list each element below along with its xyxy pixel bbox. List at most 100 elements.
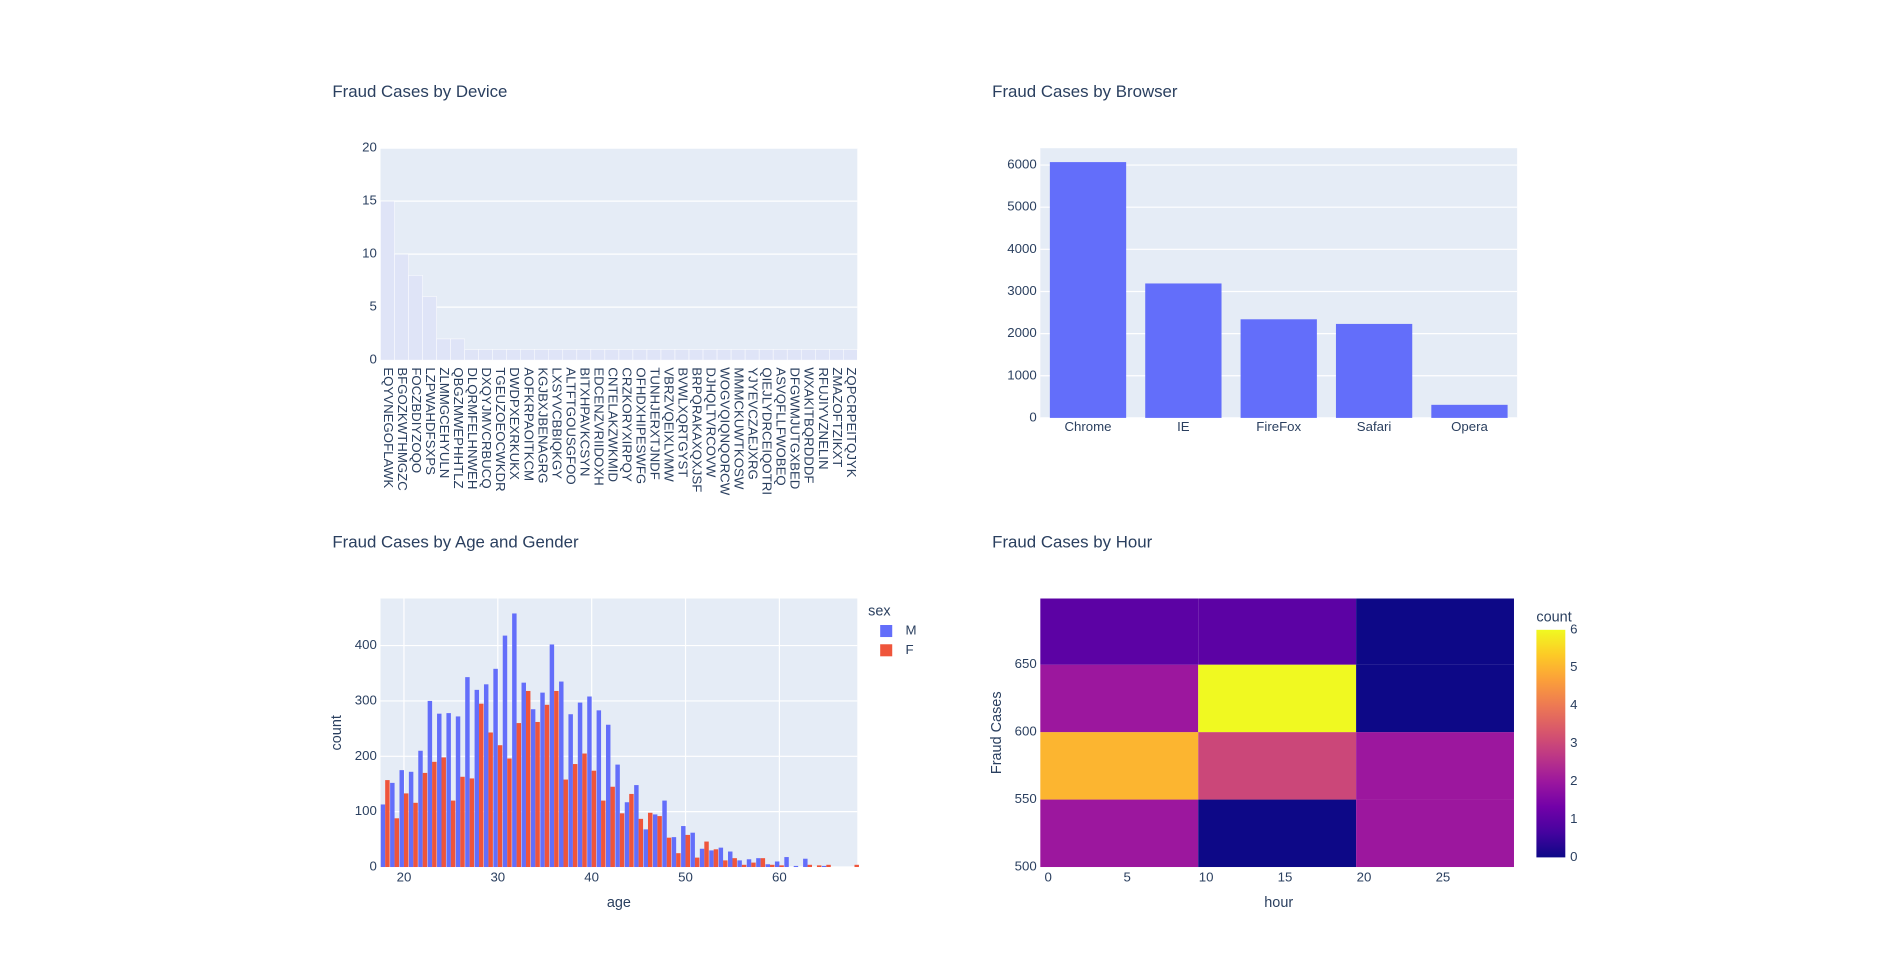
x-tick-label: 25: [1436, 869, 1451, 884]
x-axis-title: age: [607, 895, 631, 911]
bar: [814, 349, 830, 361]
bar: [699, 848, 705, 868]
bar: [671, 837, 677, 868]
bar: [492, 349, 507, 361]
bar: [854, 864, 859, 868]
heat-cell: [1040, 664, 1199, 733]
x-tick-label: DLQRMFELHNWEH: [465, 367, 480, 489]
heat-cell: [1198, 598, 1357, 665]
x-tick-label: 20: [1357, 869, 1372, 884]
bar: [582, 753, 587, 868]
x-tick-label: 40: [584, 869, 599, 884]
bar: [1335, 323, 1413, 418]
x-tick-label: KGJBXJBENAGRG: [535, 367, 550, 483]
legend-swatch: [880, 625, 893, 638]
bar: [437, 713, 442, 868]
colorbar-tick-label: 5: [1570, 659, 1577, 674]
bar: [807, 864, 813, 868]
bar: [751, 862, 756, 868]
heat-cell: [1356, 664, 1514, 733]
colorbar-tick-label: 3: [1570, 735, 1577, 750]
y-tick-label: 3000: [1007, 283, 1036, 298]
bar: [716, 349, 732, 361]
bar: [829, 349, 844, 361]
y-axis-title: count: [329, 715, 345, 750]
y-axis-title: Fraud Cases: [989, 691, 1005, 774]
bar: [469, 778, 475, 868]
bar: [413, 802, 418, 868]
colorbar-title: count: [1536, 610, 1571, 626]
y-tick-label: 100: [355, 803, 377, 818]
bar: [605, 724, 611, 868]
bar: [559, 681, 564, 868]
bar: [702, 349, 718, 361]
bar: [544, 704, 550, 868]
bar: [662, 800, 667, 868]
bar: [674, 349, 690, 361]
bar: [577, 702, 583, 868]
bar: [774, 861, 780, 868]
chart-title: Fraud Cases by Browser: [992, 82, 1178, 101]
bar: [512, 613, 517, 868]
chart-title: Fraud Cases by Age and Gender: [332, 533, 579, 552]
x-tick-label: 20: [397, 869, 412, 884]
y-tick-label: 300: [355, 692, 377, 707]
bar: [394, 818, 400, 868]
x-tick-label: MMMCKUWTKOSW: [732, 367, 747, 490]
bar: [497, 745, 503, 868]
bar: [596, 710, 602, 868]
colorbar-tick-label: 2: [1570, 773, 1577, 788]
y-tick-label: 600: [1015, 724, 1037, 739]
bar: [554, 690, 559, 868]
legend-title: sex: [868, 604, 891, 620]
bar: [408, 771, 414, 868]
bar: [737, 860, 742, 868]
bar: [441, 757, 446, 868]
chart-title: Fraud Cases by Device: [332, 82, 507, 101]
bar: [688, 349, 704, 361]
x-tick-label: LXSYVCBBIQKGY: [549, 367, 564, 479]
x-tick-label: OFHDXHIPESWFG: [633, 367, 648, 484]
x-tick-label: EDCENZVRIIDOXH: [591, 367, 606, 485]
legend-swatch: [880, 644, 893, 657]
bar: [765, 864, 771, 868]
x-tick-label: QIEJLYDRCEIQOTRI: [760, 367, 775, 495]
bar: [816, 865, 822, 868]
x-tick-label: AOFKRPAOITKCM: [521, 367, 536, 481]
chart-title: Fraud Cases by Hour: [992, 533, 1152, 552]
bar: [380, 200, 395, 361]
x-tick-label: Chrome: [1064, 419, 1111, 434]
bar: [826, 864, 831, 868]
x-tick-label: YJYEVCZAEJXRG: [746, 367, 761, 480]
bar: [632, 349, 648, 361]
heat-cell: [1198, 664, 1357, 733]
x-tick-label: ZQPCRPEITQJYK: [844, 367, 859, 477]
bar: [772, 349, 788, 361]
x-tick-label: 30: [490, 869, 505, 884]
bar: [520, 349, 535, 361]
legend-label: F: [905, 642, 913, 657]
x-tick-label: FOCZBDIYZOQO: [409, 367, 424, 473]
bar: [591, 770, 597, 868]
heat-cell: [1356, 732, 1514, 800]
bar: [629, 793, 634, 868]
bar: [418, 750, 423, 868]
bar: [562, 349, 578, 361]
bar: [746, 859, 752, 868]
y-tick-label: 550: [1015, 791, 1037, 806]
bar: [385, 780, 390, 868]
heat-cell: [1040, 598, 1199, 665]
y-tick-label: 200: [355, 748, 377, 763]
x-tick-label: RFUJIYVZNELIN: [816, 367, 831, 469]
colorbar-tick-label: 4: [1570, 697, 1577, 712]
bar: [660, 349, 676, 361]
bar: [690, 832, 695, 868]
bar: [709, 850, 714, 868]
x-tick-label: ZMAZOFTZIKXT: [830, 367, 845, 467]
bar: [563, 779, 568, 868]
bar: [676, 853, 681, 868]
bar: [770, 864, 775, 868]
x-tick-label: 15: [1278, 869, 1293, 884]
